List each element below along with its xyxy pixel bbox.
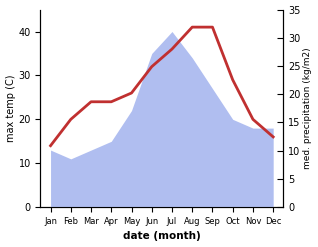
Y-axis label: med. precipitation (kg/m2): med. precipitation (kg/m2) — [303, 48, 313, 169]
Y-axis label: max temp (C): max temp (C) — [5, 75, 16, 142]
X-axis label: date (month): date (month) — [123, 231, 201, 242]
